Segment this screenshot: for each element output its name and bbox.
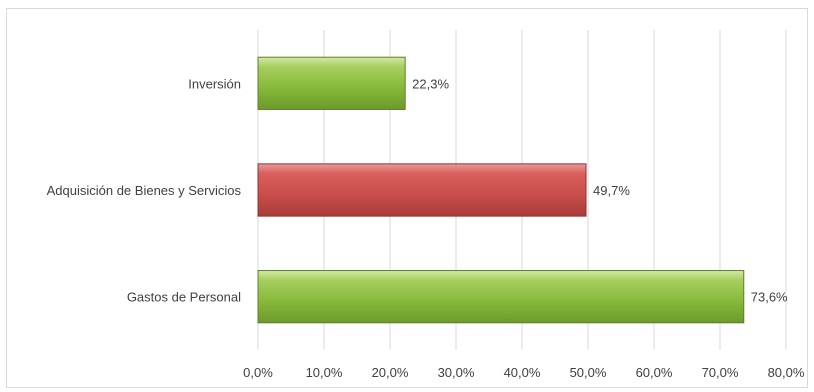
x-tick-label: 40,0% — [504, 365, 541, 380]
x-tick-label: 70,0% — [702, 365, 739, 380]
data-label: 49,7% — [593, 183, 630, 198]
category-label: Adquisición de Bienes y Servicios — [47, 183, 242, 198]
bar — [257, 56, 406, 110]
x-tick-label: 20,0% — [372, 365, 409, 380]
category-label: Gastos de Personal — [127, 290, 241, 305]
bar — [257, 163, 587, 217]
x-tick-label: 0,0% — [243, 365, 273, 380]
x-tick-label: 10,0% — [306, 365, 343, 380]
x-tick-label: 30,0% — [438, 365, 475, 380]
data-label: 73,6% — [751, 290, 788, 305]
bar — [257, 270, 745, 324]
data-label: 22,3% — [412, 76, 449, 91]
x-tick-label: 80,0% — [768, 365, 805, 380]
x-tick-label: 50,0% — [570, 365, 607, 380]
labels: 0,0% 10,0% 20,0% 30,0% 40,0% 50,0% 60,0% 70,0% 8… — [47, 76, 805, 380]
bars — [257, 56, 745, 324]
category-label: Inversión — [188, 76, 241, 91]
x-tick-label: 60,0% — [636, 365, 673, 380]
